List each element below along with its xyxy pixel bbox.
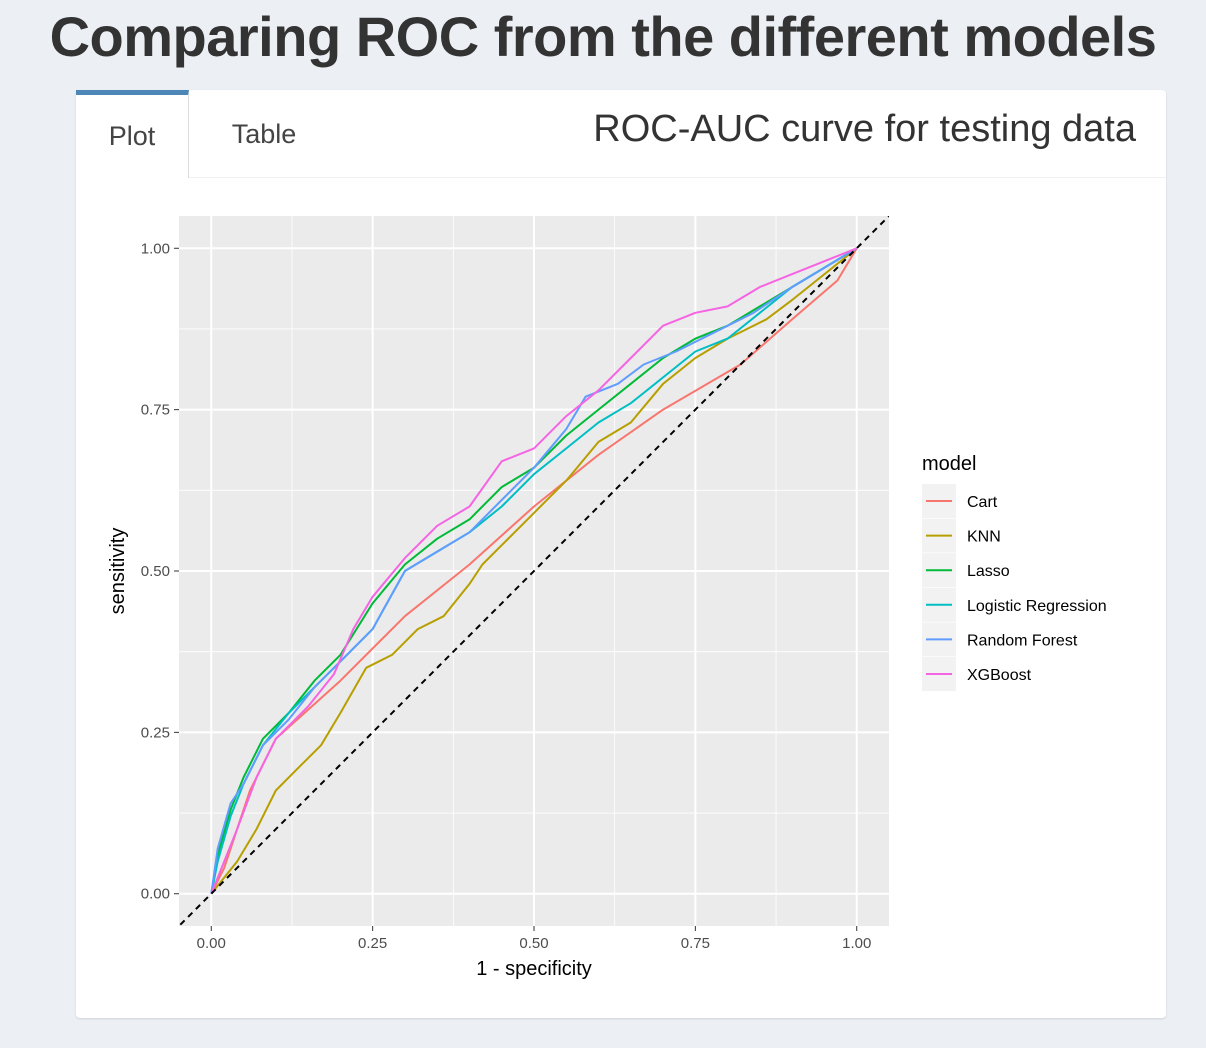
tab-table[interactable]: Table xyxy=(231,118,297,149)
box-title: ROC-AUC curve for testing data xyxy=(593,108,1136,150)
x-tick-label: 0.25 xyxy=(358,935,387,952)
legend-label: Lasso xyxy=(967,563,1010,580)
series-line-xgboost xyxy=(210,247,858,895)
y-tick-label: 0.00 xyxy=(141,886,170,903)
legend-label: Random Forest xyxy=(967,632,1078,649)
x-tick-label: 1.00 xyxy=(842,935,871,952)
y-tick-label: 1.00 xyxy=(141,240,170,257)
legend-label: XGBoost xyxy=(967,667,1032,684)
reference-diagonal-line xyxy=(179,216,889,926)
x-tick-label: 0.50 xyxy=(519,935,548,952)
x-axis-title: 1 - specificity xyxy=(476,958,592,980)
tab-plot[interactable]: Plot xyxy=(76,90,189,178)
page-title: Comparing ROC from the different models xyxy=(49,5,1157,68)
tab-bar: Plot Table ROC-AUC curve for testing dat… xyxy=(76,90,1166,178)
y-axis-title: sensitivity xyxy=(107,528,129,615)
legend-label: KNN xyxy=(967,529,1001,546)
x-tick-label: 0.75 xyxy=(681,935,710,952)
x-tick-label: 0.00 xyxy=(197,935,226,952)
legend-label: Cart xyxy=(967,494,998,511)
series-line-random-forest xyxy=(210,247,858,894)
legend-title: model xyxy=(922,453,976,475)
y-tick-label: 0.50 xyxy=(141,563,170,580)
legend-label: Logistic Regression xyxy=(967,598,1107,615)
y-tick-label: 0.75 xyxy=(141,402,170,419)
y-tick-label: 0.25 xyxy=(141,724,170,741)
